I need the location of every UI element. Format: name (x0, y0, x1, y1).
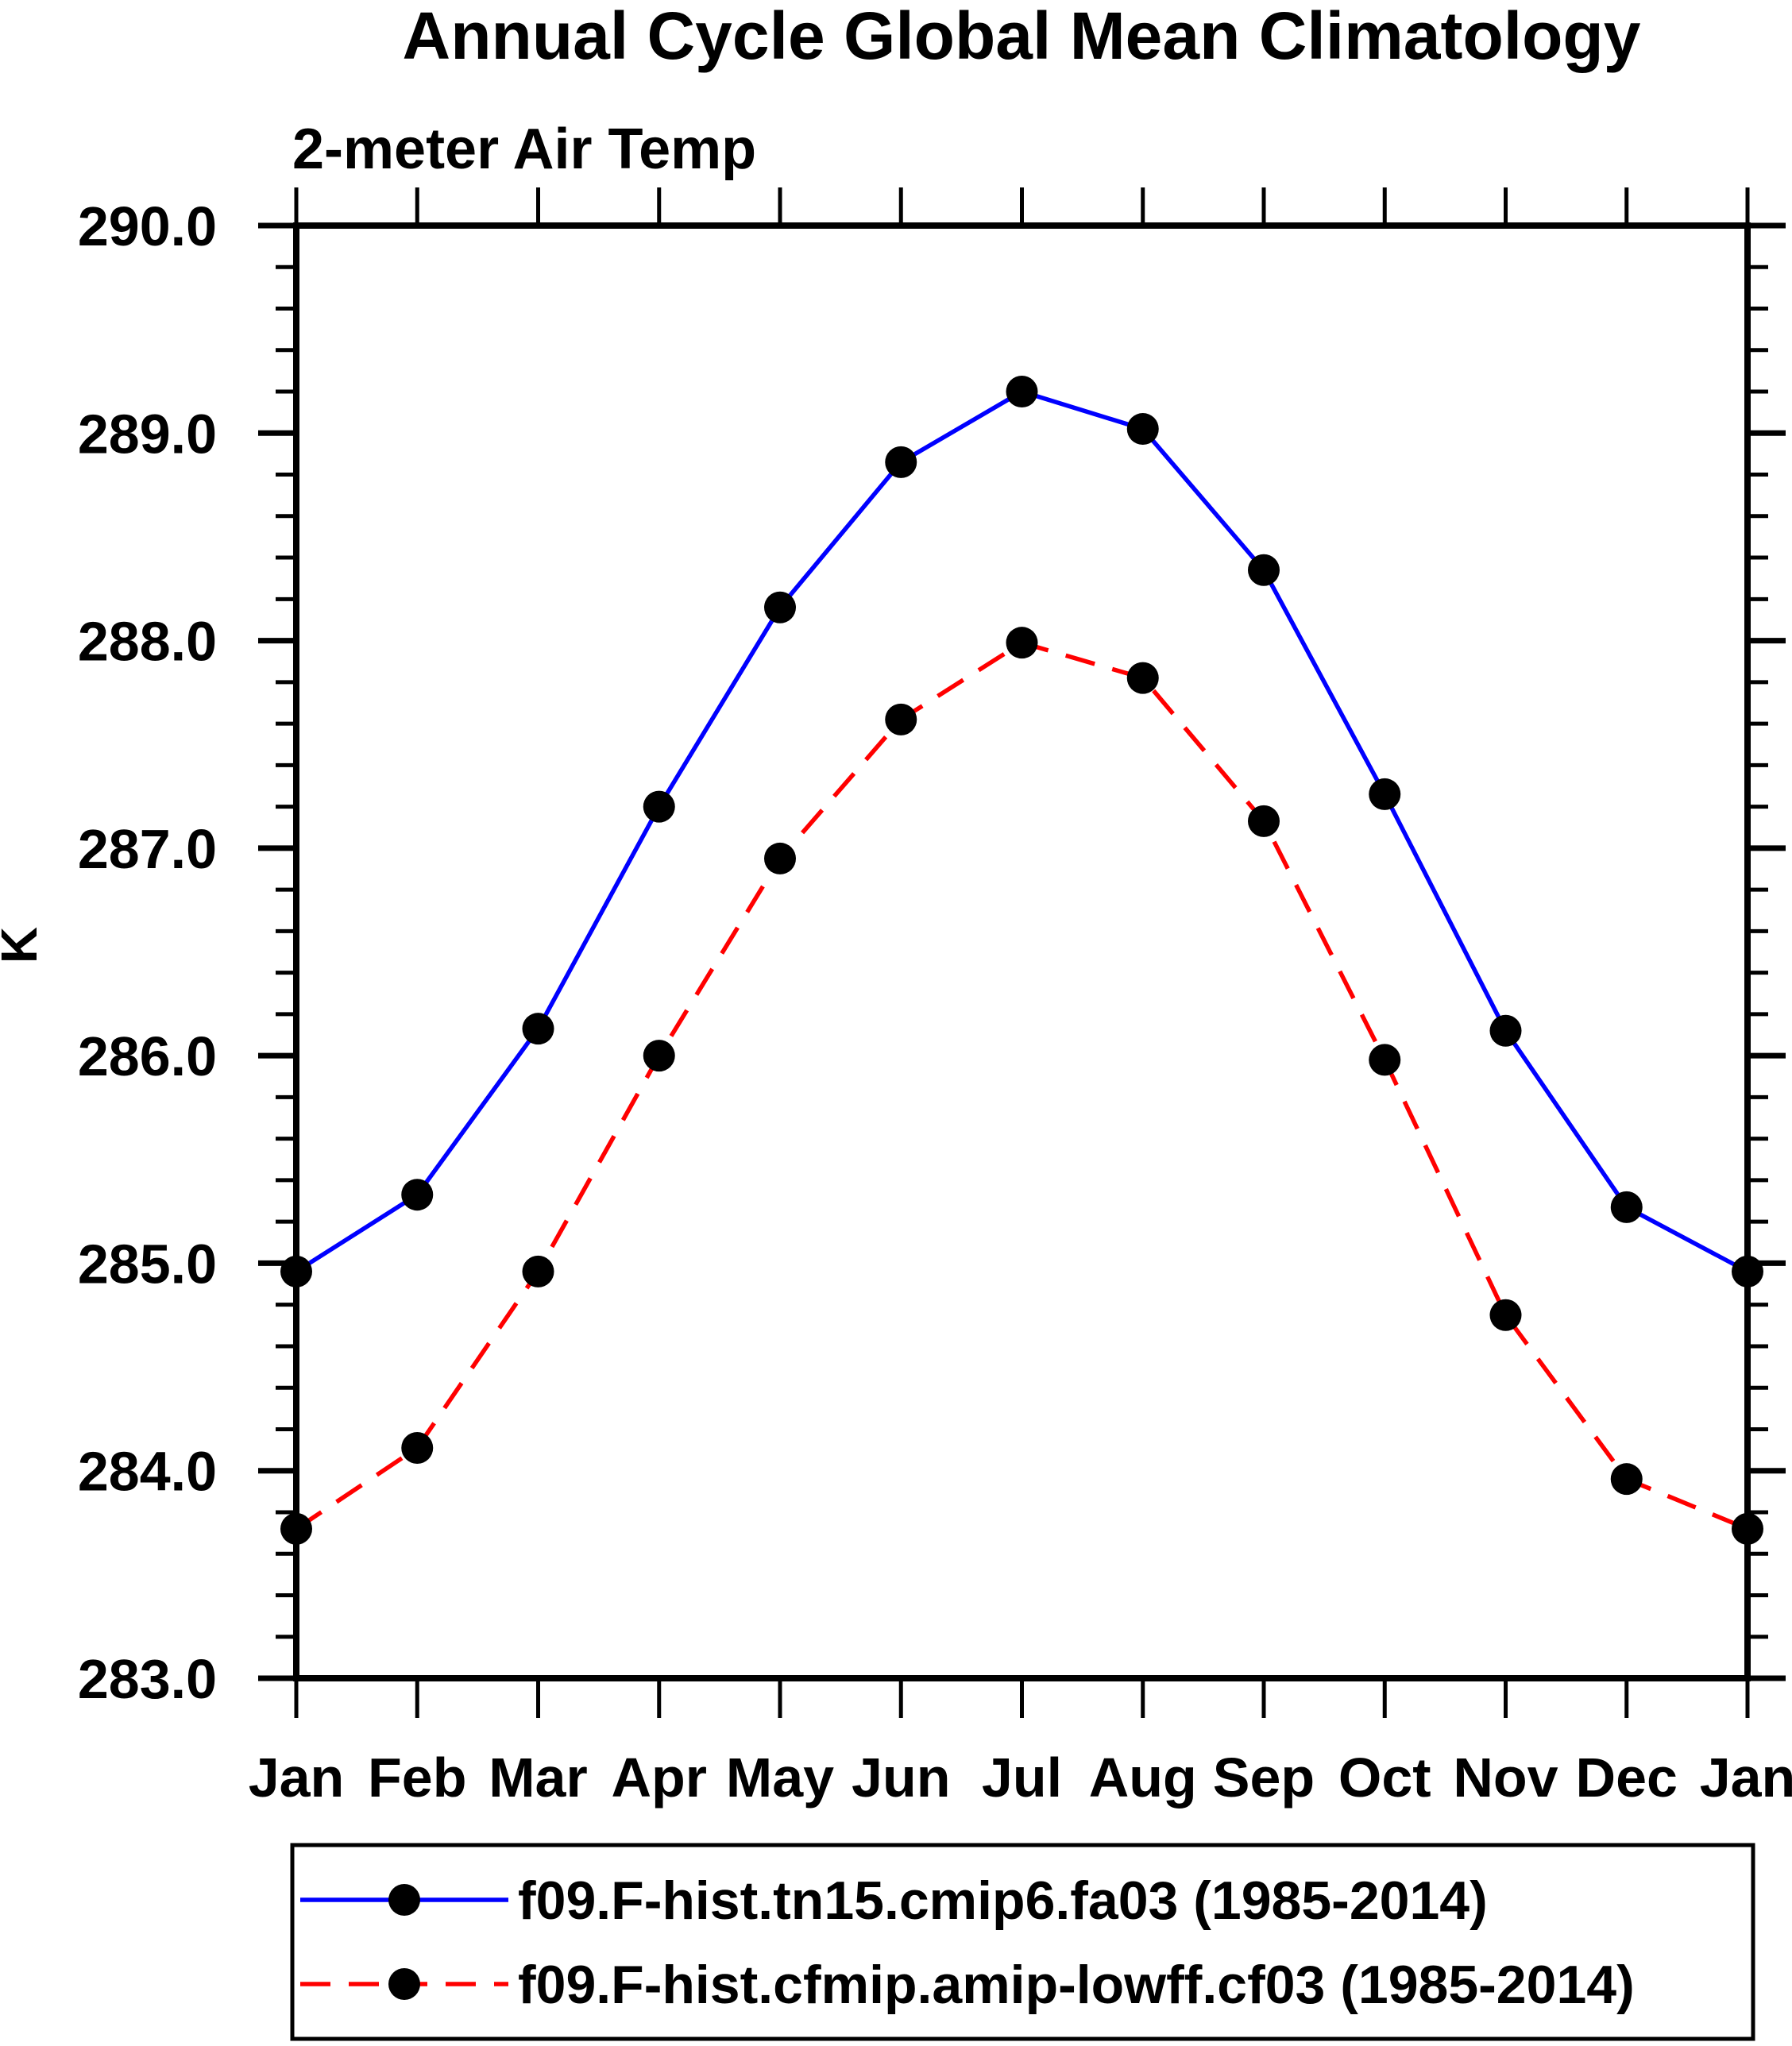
data-point-marker (1489, 1014, 1522, 1047)
legend-label-series-1: f09.F-hist.tn15.cmip6.fa03 (1985-2014) (518, 1870, 1488, 1931)
data-point-marker (522, 1013, 554, 1045)
legend-swatch-marker-2 (388, 1968, 420, 2000)
series-line-1 (295, 389, 1749, 1274)
data-point-marker (1126, 662, 1159, 694)
y-tick-label: 289.0 (78, 403, 217, 465)
legend-box: f09.F-hist.tn15.cmip6.fa03 (1985-2014) f… (290, 1843, 1755, 2041)
data-point-marker (764, 842, 796, 874)
data-point-marker (1248, 554, 1280, 586)
y-axis-label: K (0, 927, 48, 963)
data-point-marker (1248, 805, 1280, 837)
data-point-marker (1732, 1512, 1763, 1545)
x-tick-label: Aug (1089, 1747, 1197, 1809)
axis-ticks (258, 187, 1786, 1718)
data-point-marker (1610, 1191, 1643, 1223)
data-point-marker (1489, 1299, 1522, 1331)
data-point-marker (1610, 1463, 1643, 1496)
x-tick-label: Apr (611, 1747, 707, 1809)
y-tick-label: 287.0 (78, 818, 217, 880)
x-tick-label: May (726, 1747, 834, 1809)
series-line-2 (295, 640, 1749, 1531)
data-point-marker (885, 446, 917, 478)
legend-swatches (300, 1884, 508, 2000)
data-point-marker (1732, 1255, 1763, 1287)
legend-swatch-marker-1 (388, 1884, 420, 1916)
chart-title: Annual Cycle Global Mean Climatology (403, 0, 1641, 73)
x-tick-label: Jan (249, 1747, 345, 1809)
data-point-marker (1369, 1044, 1401, 1076)
x-tick-label: Sep (1213, 1747, 1315, 1809)
data-series (280, 376, 1763, 1545)
data-point-marker (280, 1255, 312, 1287)
data-point-marker (764, 591, 796, 623)
x-tick-label: Nov (1453, 1747, 1558, 1809)
y-tick-label: 285.0 (78, 1233, 217, 1295)
x-tick-label: Mar (489, 1747, 587, 1809)
data-point-marker (401, 1179, 434, 1211)
plot-border (293, 222, 1751, 1681)
data-point-marker (401, 1431, 434, 1464)
x-tick-label: Feb (368, 1747, 466, 1809)
data-point-marker (643, 790, 675, 823)
data-point-marker (1369, 778, 1401, 810)
chart-subtitle: 2-meter Air Temp (292, 118, 756, 181)
y-tick-label: 288.0 (78, 611, 217, 673)
x-tick-label: Jun (852, 1747, 950, 1809)
data-point-marker (643, 1040, 675, 1072)
y-tick-label: 283.0 (78, 1648, 217, 1710)
data-point-marker (522, 1255, 554, 1287)
y-tick-label: 290.0 (78, 195, 217, 257)
x-tick-label: Dec (1576, 1747, 1678, 1809)
x-tick-label: Oct (1338, 1747, 1431, 1809)
data-point-marker (1006, 627, 1038, 659)
x-tick-label: Jul (982, 1747, 1062, 1809)
legend-label-series-2: f09.F-hist.cfmip.amip-lowff.cf03 (1985-2… (518, 1955, 1635, 2015)
y-tick-label: 286.0 (78, 1025, 217, 1087)
data-point-marker (280, 1512, 312, 1545)
data-point-marker (885, 703, 917, 735)
data-point-marker (1126, 413, 1159, 446)
y-tick-label: 284.0 (78, 1441, 217, 1503)
data-point-marker (1006, 376, 1038, 408)
x-tick-label: Jan (1700, 1747, 1792, 1809)
axis-tick-labels: 283.0 284.0 285.0 286.0 287.0 288.0 289.0 290.0… (78, 195, 1792, 1809)
plot-frame (293, 222, 1751, 1681)
legend-border (290, 1843, 1755, 2041)
